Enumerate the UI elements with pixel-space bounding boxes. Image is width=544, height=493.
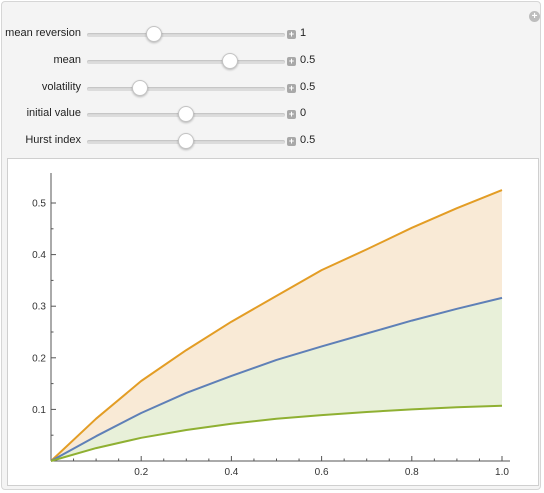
x-tick-label: 0.4 xyxy=(224,467,238,478)
slider-thumb[interactable] xyxy=(132,80,149,96)
y-tick-label: 0.5 xyxy=(32,199,46,210)
control-value: 0.5 xyxy=(300,81,316,93)
slider-thumb[interactable] xyxy=(221,53,238,69)
slider-track[interactable] xyxy=(87,60,285,64)
series-line-1 xyxy=(50,189,503,462)
control-value: 0 xyxy=(300,107,307,119)
slider-track[interactable] xyxy=(87,33,285,37)
control-row: initial value +0 xyxy=(2,104,332,124)
series-line-3 xyxy=(50,404,503,462)
band-fill xyxy=(51,297,502,461)
chart: 0.2 0.4 0.6 0.8 1.0 0.1 0.2 0.3 0.4 0.5 xyxy=(32,173,510,478)
control-label: mean xyxy=(53,54,81,66)
control-row: mean +0.5 xyxy=(2,51,332,71)
slider-thumb[interactable] xyxy=(178,133,194,149)
control-label: Hurst index xyxy=(25,134,81,146)
slider-thumb[interactable] xyxy=(146,26,163,42)
control-value: 0.5 xyxy=(300,134,316,146)
plus-circle-icon[interactable]: + xyxy=(529,11,540,22)
plot-area: 0.2 0.4 0.6 0.8 1.0 0.1 0.2 0.3 0.4 0.5 xyxy=(7,158,539,486)
control-value: 1 xyxy=(300,27,307,39)
control-label: mean reversion xyxy=(5,27,81,39)
y-tick-label: 0.2 xyxy=(32,353,46,364)
x-tick-label: 0.6 xyxy=(315,467,329,478)
x-tick-label: 0.2 xyxy=(134,467,148,478)
y-tick-label: 0.3 xyxy=(32,302,46,313)
slider-track[interactable] xyxy=(87,87,285,91)
x-tick-label: 1.0 xyxy=(495,467,509,478)
control-row: mean reversion +1 xyxy=(2,24,332,44)
plus-square-icon[interactable]: + xyxy=(287,109,296,119)
plus-square-icon[interactable]: + xyxy=(287,29,296,39)
plus-square-icon[interactable]: + xyxy=(287,136,296,146)
control-label: initial value xyxy=(26,107,81,119)
plus-square-icon[interactable]: + xyxy=(287,56,296,66)
y-tick-label: 0.4 xyxy=(32,250,46,261)
band-fill xyxy=(51,190,502,461)
x-tick-label: 0.8 xyxy=(405,467,419,478)
slider-thumb[interactable] xyxy=(178,106,194,122)
y-tick-label: 0.1 xyxy=(32,405,46,416)
series-line-2 xyxy=(50,296,503,462)
control-row: Hurst index +0.5 xyxy=(2,131,332,151)
plus-square-icon[interactable]: + xyxy=(287,83,296,93)
control-label: volatility xyxy=(41,81,81,93)
control-row: volatility +0.5 xyxy=(2,78,332,98)
control-value: 0.5 xyxy=(300,54,316,66)
